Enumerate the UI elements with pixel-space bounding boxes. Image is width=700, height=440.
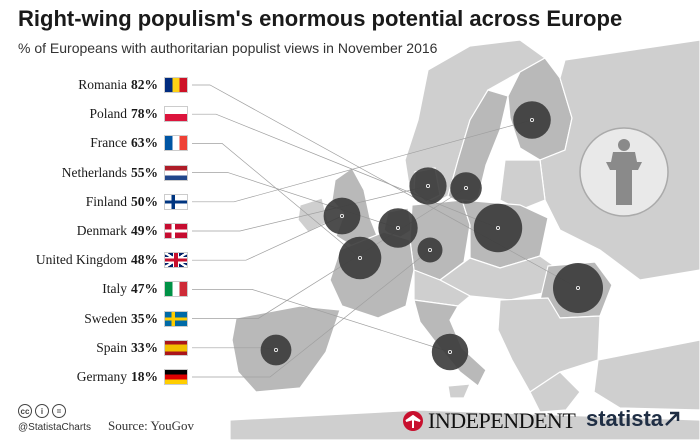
bubble-center-dot (447, 349, 452, 354)
lectern-speaker-icon (579, 127, 669, 217)
leader-line (192, 289, 451, 353)
bubble-finland (513, 101, 551, 139)
independent-logo-text: INDEPENDENT (428, 408, 576, 433)
land-ireland (297, 197, 329, 233)
bubble-poland (473, 203, 523, 253)
bubble-center-dot (463, 185, 468, 190)
bubble-center-dot (495, 225, 500, 230)
land-shapes (229, 39, 700, 440)
by-icon: i (35, 404, 49, 418)
leader-lines (192, 84, 579, 378)
independent-logo: INDEPENDENT (402, 408, 576, 434)
leader-line (192, 215, 343, 261)
bubble-germany (417, 237, 443, 263)
nd-icon: = (52, 404, 66, 418)
bubble-france (338, 236, 382, 280)
bubbles (260, 101, 603, 371)
bubble-sweden (450, 172, 482, 204)
land-alps (413, 269, 472, 307)
bubble-center-dot (576, 285, 581, 290)
bubble-spain (260, 334, 292, 366)
footer: cc i = @StatistaCharts Source: YouGov IN… (0, 398, 700, 440)
land-africa (229, 409, 700, 440)
bubble-romania (553, 263, 603, 313)
leader-line (192, 84, 579, 289)
bubble-center-dot (427, 247, 432, 252)
bubble-italy (431, 333, 469, 371)
bubble-center-dot (339, 213, 344, 218)
bubble-center-dot (357, 255, 362, 260)
bubble-center-dot (395, 225, 400, 230)
leader-line (192, 249, 431, 378)
leader-line (192, 113, 499, 229)
leader-line (192, 143, 361, 259)
bubble-center-dot (273, 347, 278, 352)
statista-logo-text: statista (586, 406, 664, 431)
statista-handle[interactable]: @StatistaCharts (18, 422, 91, 433)
leader-line (192, 185, 429, 232)
bubble-denmark (409, 167, 447, 205)
land-sicily (447, 383, 471, 399)
bubble-netherlands (378, 208, 418, 248)
chart-title: Right-wing populism's enormous potential… (18, 6, 623, 31)
statista-logo: statista (586, 406, 681, 432)
land-balkans (497, 297, 601, 393)
statista-arrow-icon (665, 411, 680, 426)
bubble-united-kingdom (323, 197, 361, 235)
land-greece (529, 371, 581, 413)
eagle-icon (403, 411, 423, 431)
chart-subtitle: % of Europeans with authoritarian populi… (18, 40, 438, 56)
land-turkey (593, 339, 700, 411)
source-text: Source: YouGov (108, 418, 194, 433)
bubble-center-dot (530, 118, 535, 123)
license-icons: cc i = (18, 404, 66, 418)
land-baltics (499, 159, 546, 211)
bubble-center-dot (425, 183, 430, 188)
cc-icon: cc (18, 404, 32, 418)
leader-line (192, 119, 533, 203)
